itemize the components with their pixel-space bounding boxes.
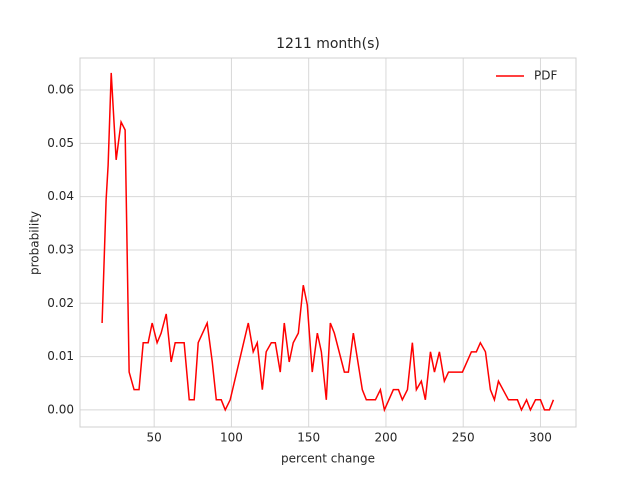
y-tick-label: 0.01	[47, 349, 74, 363]
x-tick-label: 300	[529, 431, 552, 445]
y-tick-label: 0.06	[47, 82, 74, 96]
chart-title: 1211 month(s)	[276, 36, 380, 52]
x-axis-label: percent change	[281, 452, 375, 466]
y-tick-label: 0.04	[47, 189, 74, 203]
legend-label: PDF	[534, 69, 557, 83]
x-tick-label: 50	[147, 431, 162, 445]
y-tick-label: 0.05	[47, 136, 74, 150]
y-tick-label: 0.03	[47, 242, 74, 256]
x-tick-label: 150	[297, 431, 320, 445]
x-tick-label: 250	[452, 431, 475, 445]
y-tick-label: 0.02	[47, 296, 74, 310]
data-line	[101, 72, 555, 413]
x-tick-label: 100	[220, 431, 243, 445]
x-tick-label: 200	[374, 431, 397, 445]
plot-frame	[79, 57, 577, 428]
y-axis-label: probability	[28, 211, 42, 275]
y-tick-label: 0.00	[47, 402, 74, 416]
